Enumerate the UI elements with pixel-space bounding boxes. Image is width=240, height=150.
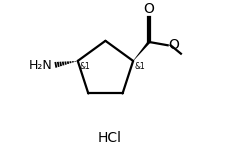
- Text: O: O: [168, 38, 179, 52]
- Text: &1: &1: [79, 62, 90, 71]
- Text: &1: &1: [135, 62, 145, 71]
- Text: HCl: HCl: [98, 131, 122, 145]
- Polygon shape: [133, 41, 150, 61]
- Text: H₂N: H₂N: [29, 59, 52, 72]
- Text: O: O: [144, 3, 155, 16]
